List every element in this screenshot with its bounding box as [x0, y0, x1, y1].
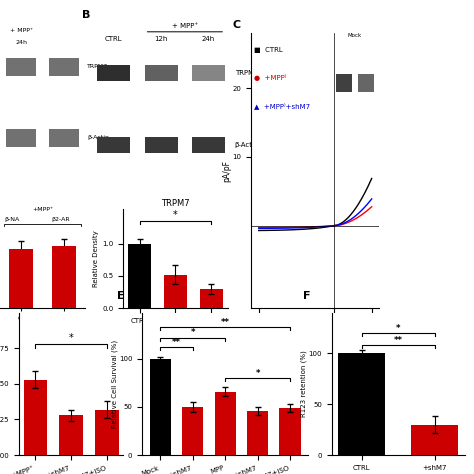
Bar: [192, 137, 225, 154]
Bar: [164, 275, 187, 308]
Text: F: F: [302, 291, 310, 301]
Text: 24h: 24h: [15, 40, 27, 45]
Text: *: *: [191, 328, 195, 337]
Y-axis label: R123 retention (%): R123 retention (%): [301, 351, 307, 417]
Text: *: *: [255, 369, 260, 378]
Y-axis label: Relative Density: Relative Density: [93, 230, 100, 287]
Text: β-NA: β-NA: [4, 217, 19, 222]
Text: ■  CTRL: ■ CTRL: [254, 47, 283, 53]
Text: CTRL: CTRL: [105, 36, 123, 42]
Bar: [145, 137, 178, 154]
Bar: [145, 65, 178, 82]
Bar: [97, 137, 130, 154]
Bar: [200, 289, 223, 308]
Text: C: C: [232, 20, 240, 30]
Text: ●  +MPP⁾: ● +MPP⁾: [254, 74, 286, 82]
Title: TRPM7: TRPM7: [161, 199, 190, 208]
Text: E: E: [117, 291, 125, 301]
Text: TRPM7: TRPM7: [87, 64, 109, 69]
Text: B: B: [82, 10, 90, 20]
Bar: [24, 380, 47, 455]
Text: β-Actin: β-Actin: [87, 135, 109, 140]
Text: ▲  +MPP⁾+shM7: ▲ +MPP⁾+shM7: [254, 102, 310, 109]
Text: 12h: 12h: [155, 36, 168, 42]
Bar: [182, 407, 203, 455]
Text: +MPP⁺: +MPP⁺: [182, 330, 205, 336]
Bar: [215, 392, 236, 455]
Text: TRPM7: TRPM7: [235, 70, 258, 76]
Text: β2-AR: β2-AR: [51, 217, 70, 222]
Text: + MPP⁺: + MPP⁺: [172, 23, 198, 29]
Text: **: **: [172, 338, 181, 347]
Bar: [247, 411, 268, 455]
Bar: [59, 415, 83, 455]
Y-axis label: Relative Cell Survival (%): Relative Cell Survival (%): [111, 340, 118, 428]
Bar: [49, 58, 79, 76]
Text: + MPP⁺: + MPP⁺: [10, 28, 33, 33]
Bar: [192, 65, 225, 82]
Text: 24h: 24h: [202, 36, 215, 42]
Bar: [128, 244, 151, 308]
Text: +MPP⁺: +MPP⁺: [32, 207, 53, 212]
Text: *: *: [173, 210, 178, 220]
Bar: [338, 354, 385, 455]
Y-axis label: pA/pF: pA/pF: [222, 160, 231, 182]
Bar: [52, 246, 76, 308]
Bar: [6, 58, 36, 76]
Bar: [49, 129, 79, 147]
Bar: [97, 65, 130, 82]
Bar: [280, 408, 301, 455]
Text: β-Actin: β-Actin: [235, 142, 259, 148]
Bar: [95, 410, 118, 455]
Text: *: *: [69, 333, 73, 343]
Text: **: **: [221, 318, 229, 327]
Bar: [411, 425, 458, 455]
Text: *: *: [396, 324, 401, 333]
Bar: [150, 359, 171, 455]
Bar: [9, 249, 33, 308]
Text: **: **: [394, 336, 402, 345]
Bar: [6, 129, 36, 147]
